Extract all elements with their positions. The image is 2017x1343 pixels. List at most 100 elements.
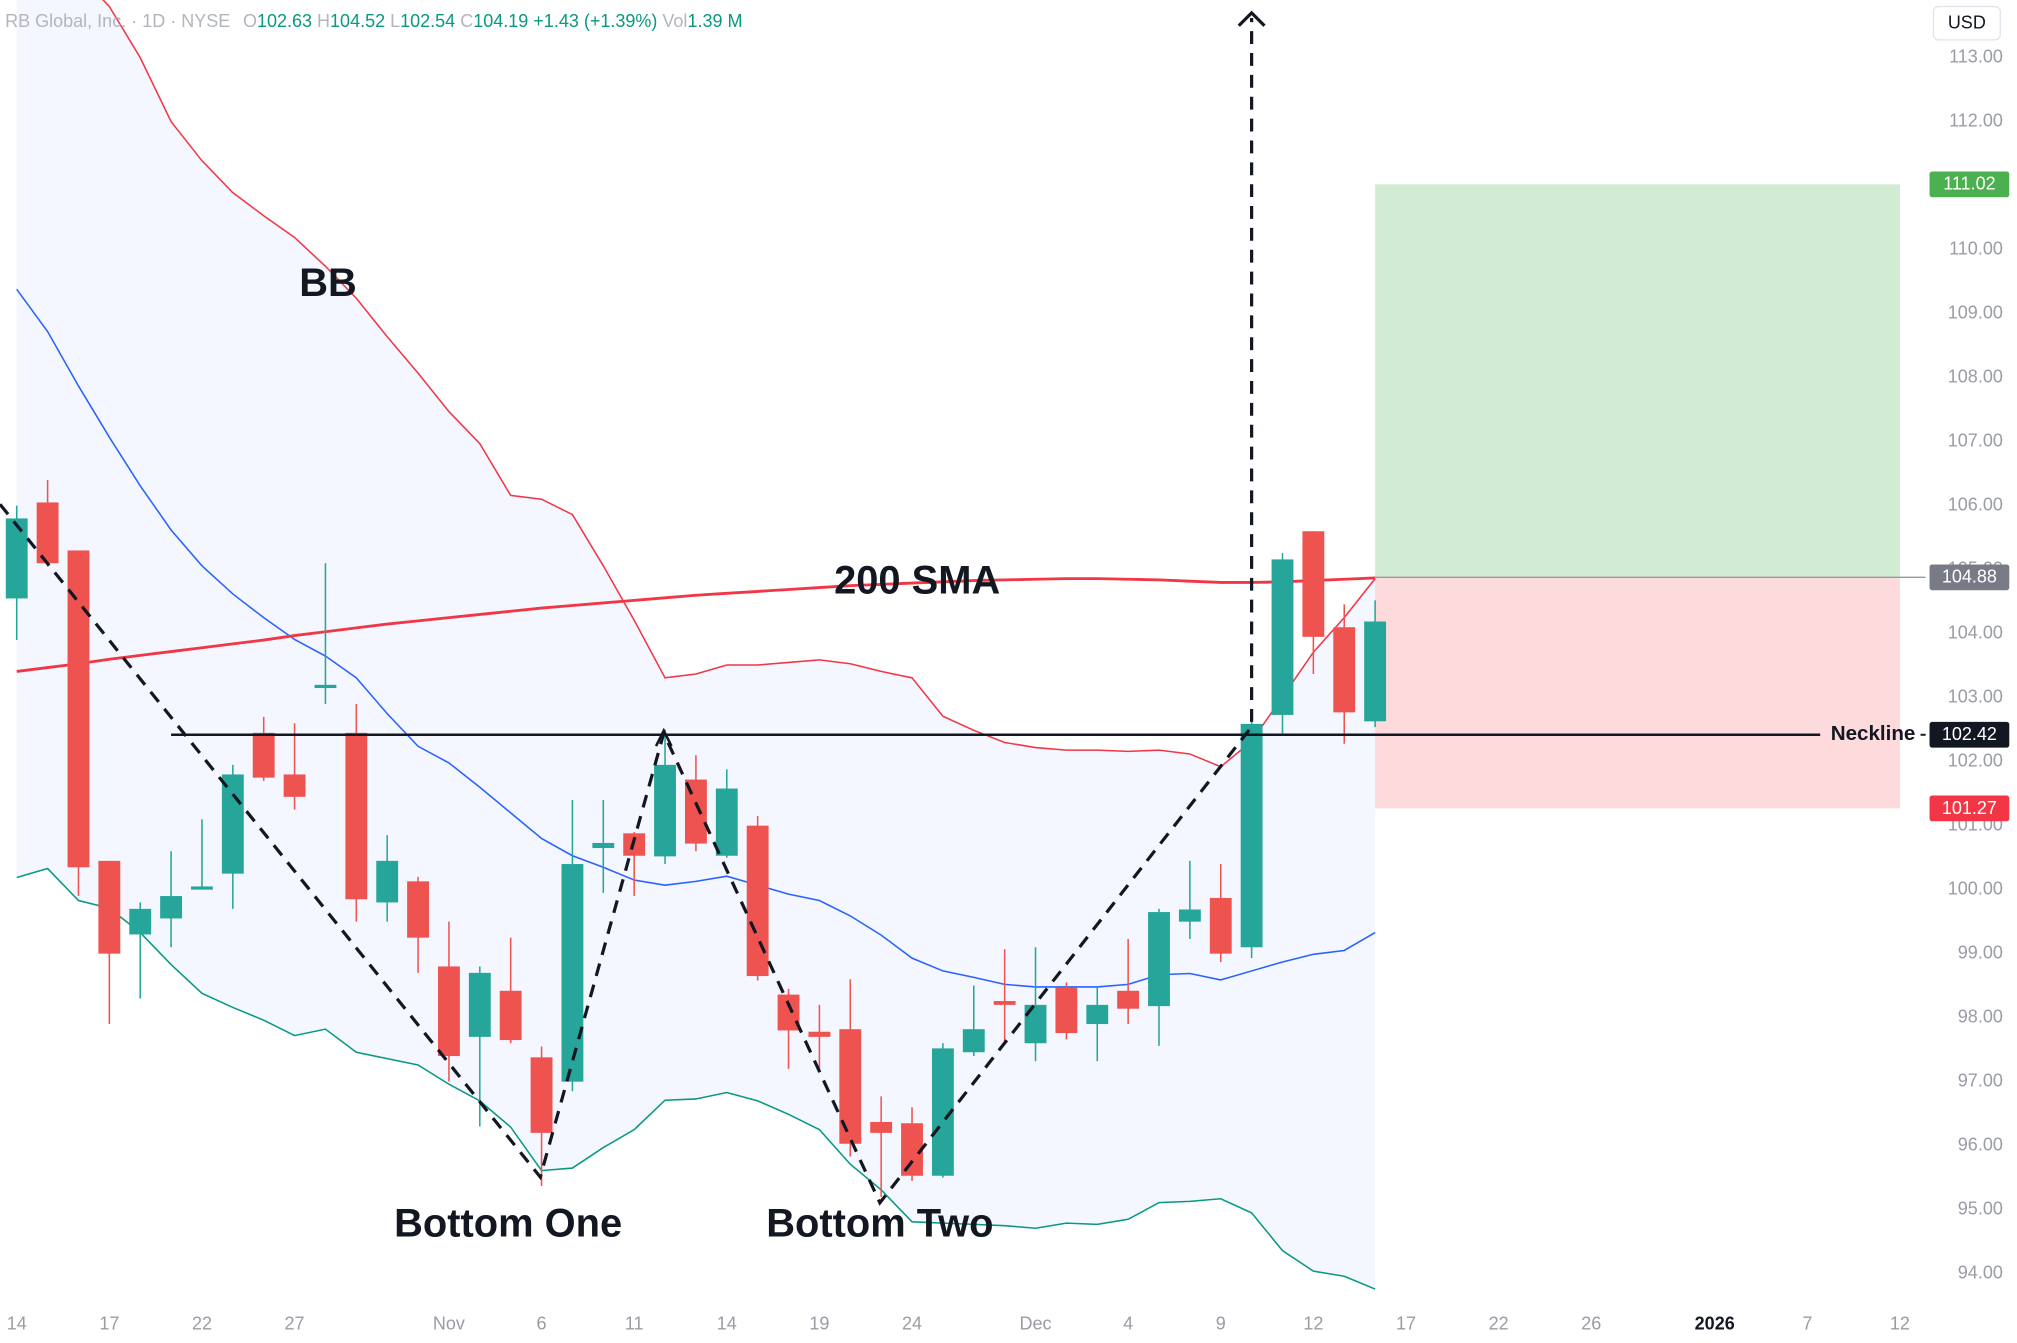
currency-box[interactable] [1932,5,2001,41]
y-tick-label: 103.00 [1948,686,2003,706]
x-tick-label: 22 [1489,1314,1509,1334]
y-tick-label: 110.00 [1949,238,2003,258]
y-tick-label: 99.00 [1958,942,2003,962]
ohlc-label: C [460,11,473,31]
change: +1.43 (+1.39%) [533,11,657,31]
x-tick-label: 9 [1216,1314,1226,1334]
ohlc-value: 104.52 [330,11,385,31]
x-tick-label: 27 [285,1314,305,1334]
candle-body [98,860,121,954]
price-label: 104.88 [1942,567,1997,587]
bollinger-lower [16,867,1376,1290]
candle-body [1333,627,1356,713]
x-tick-label: Dec [1020,1314,1052,1334]
x-tick-label: 11 [625,1314,644,1334]
y-tick-label: 113.00 [1949,46,2003,66]
candle-body [1055,987,1078,1034]
x-tick-label: 6 [537,1314,547,1334]
ohlc-value: 104.19 [473,11,528,31]
candle-body [870,1121,893,1133]
pattern-path [0,18,1254,1206]
x-tick-label: 4 [1123,1314,1133,1334]
candle-body [376,860,399,903]
candle-body [129,908,152,935]
neckline-label: Neckline [1831,722,1916,745]
y-tick-label: 95.00 [1958,1198,2003,1218]
candle-body [654,764,676,857]
x-tick-label: Nov [433,1314,465,1334]
candle-body [160,896,183,919]
candle-body [67,550,90,868]
ohlc-value: 102.63 [257,11,312,31]
candle-body [499,990,522,1041]
header: RB Global, Inc. · 1D · NYSE O102.63 H104… [5,11,742,31]
stop-zone [1375,577,1900,809]
candle-body [1240,723,1263,948]
target-zone [1375,184,1900,578]
y-tick-label: 100.00 [1948,878,2003,898]
ohlc-label: L [390,11,400,31]
candle-body [1302,531,1325,637]
candle-body [1086,1004,1109,1025]
candle-body [1364,621,1387,722]
price-label: 101.27 [1942,798,1997,818]
plot-area [5,0,1926,1290]
y-tick-label: 109.00 [1948,302,2003,322]
y-tick-label: 94.00 [1958,1262,2003,1282]
price-label-bg [1929,795,2010,822]
candle-body [345,732,368,900]
x-tick-label: 19 [809,1314,829,1334]
candle-body [191,886,213,890]
arrow-head [654,727,673,747]
x-tick-label: 17 [1396,1314,1416,1334]
x-tick-label: 14 [7,1314,27,1334]
y-tick-label: 96.00 [1958,1134,2003,1154]
volume-label: Vol [662,11,687,31]
candle-body [684,779,707,844]
candle-body [839,1029,862,1144]
symbol: RB Global, Inc. · 1D · NYSE [5,11,230,31]
x-tick-label: 22 [192,1314,212,1334]
y-tick-label: 102.00 [1948,750,2003,770]
candle-body [715,788,738,856]
price-label-bg [1929,721,2010,748]
y-tick-label: 112.00 [1949,110,2003,130]
price-axis: 94.00 95.00 96.00 97.00 98.00 99.00 100.00 101.… [1929,46,2010,1282]
candle-body [221,774,244,874]
x-tick-label: 2026 [1695,1314,1735,1334]
candle-body [1117,990,1140,1009]
x-tick-label: 7 [1802,1314,1812,1334]
x-tick-label: 12 [1303,1314,1323,1334]
sma-line [16,576,1376,673]
candle-body [1148,912,1170,1007]
ohlc-label: H [317,11,330,31]
currency[interactable]: USD [1948,13,1986,33]
candle-body [808,1031,831,1037]
arrow-head [1237,10,1266,27]
price-label-bg [1929,564,2010,591]
ohlc-value: 102.54 [400,11,455,31]
y-tick-label: 97.00 [1958,1070,2003,1090]
price-label: 102.42 [1942,724,1997,744]
candle-body [438,966,460,1057]
candle-body [746,825,769,977]
candle-body [1209,897,1232,954]
annotation: Bottom One [394,1201,622,1245]
annotation: Bottom Two [766,1201,993,1245]
y-tick-label: 107.00 [1948,430,2003,450]
x-tick-label: 14 [717,1314,737,1334]
ohlc-label: O [243,11,257,31]
candle-body [36,502,59,564]
candle-body [314,684,337,689]
candle-body [407,881,429,938]
candle-body [1024,1004,1047,1044]
x-tick-label: 12 [1890,1314,1910,1334]
price-label: 111.02 [1943,174,1995,194]
drawings: BB 200 SMA Bottom One Bottom Two [0,10,1266,1245]
candle-body [468,972,491,1037]
candle-body [901,1123,923,1176]
candle-body [962,1029,985,1053]
y-tick-label: 106.00 [1948,494,2003,514]
